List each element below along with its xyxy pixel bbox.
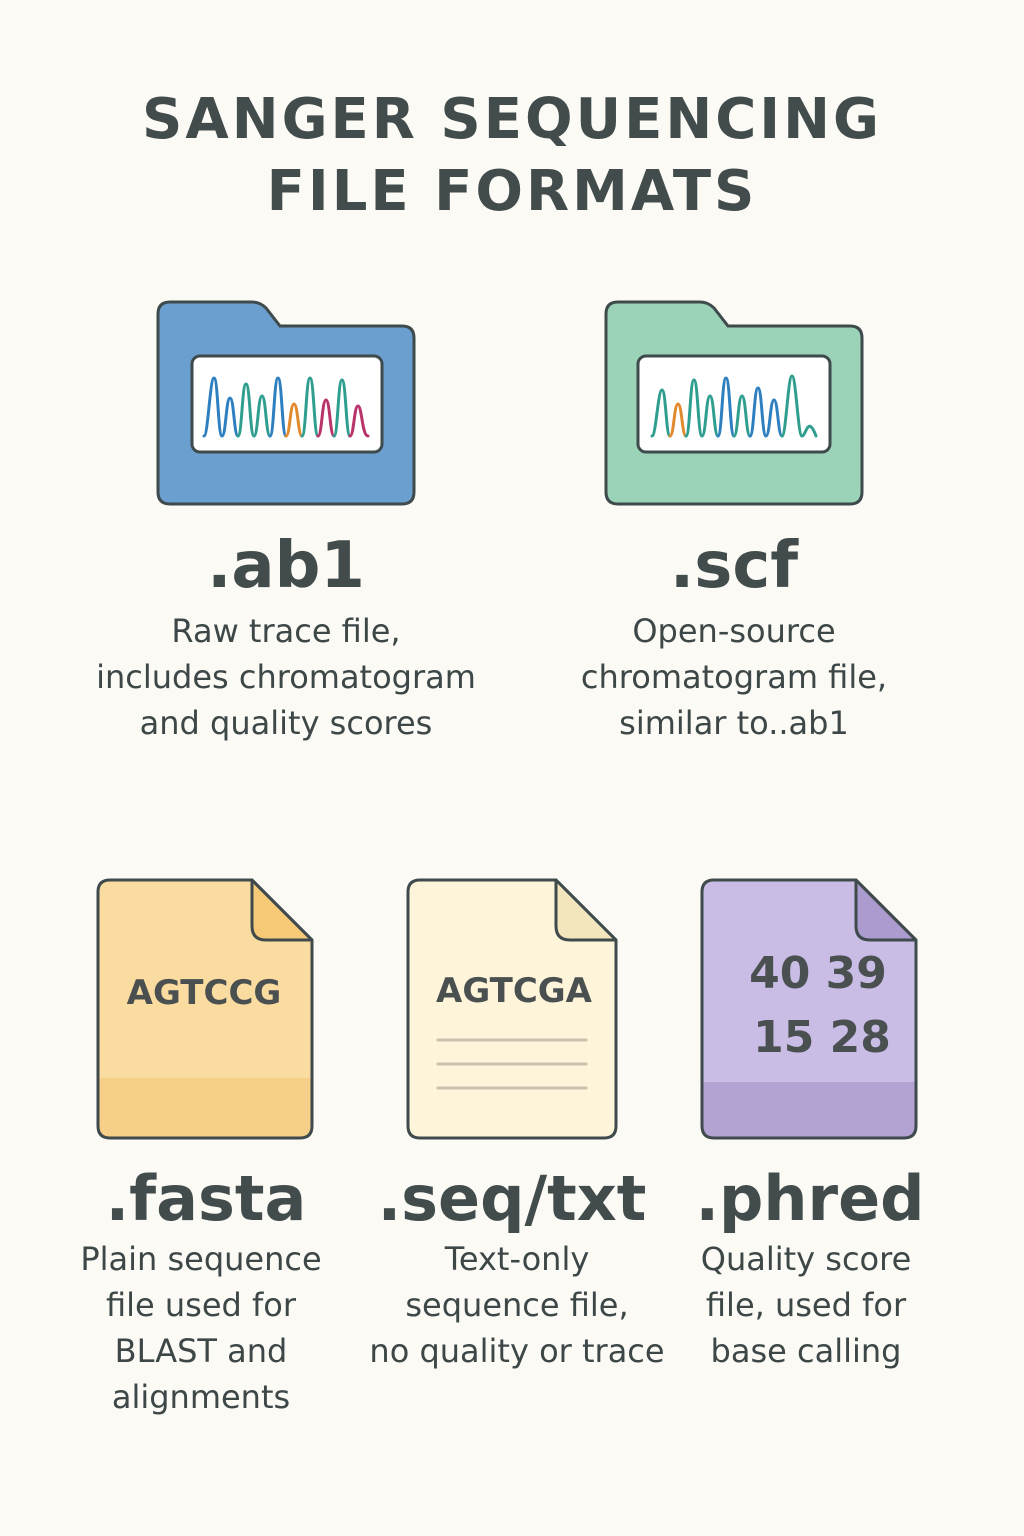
document-scores-icon: 40 39 15 28 (700, 878, 918, 1140)
format-ext-fasta: .fasta (105, 1162, 307, 1235)
format-desc-seq-txt: Text-only sequence file, no quality or t… (342, 1236, 692, 1374)
text-lines-icon (436, 1038, 588, 1090)
page-title: SANGER SEQUENCING FILE FORMATS (0, 84, 1024, 228)
desc-line: sequence file, (405, 1286, 629, 1324)
folder-chromatogram-icon (156, 300, 416, 506)
format-ext-scf: .scf (669, 529, 799, 603)
folder-chromatogram-icon (604, 300, 864, 506)
format-desc-ab1: Raw trace file, includes chromatogram an… (66, 608, 506, 746)
desc-line: alignments (111, 1378, 291, 1416)
sequence-text: AGTCCG (127, 973, 282, 1013)
score-row: 40 39 (749, 948, 887, 999)
desc-line: Plain sequence (80, 1240, 322, 1278)
desc-line: includes chromatogram (96, 658, 476, 696)
desc-line: Quality score (700, 1240, 912, 1278)
desc-line: chromatogram file, (580, 658, 888, 696)
desc-line: base calling (710, 1332, 902, 1370)
format-ext-ab1: .ab1 (207, 529, 365, 603)
format-desc-fasta: Plain sequence file used for BLAST and a… (26, 1236, 376, 1420)
title-line-2: FILE FORMATS (266, 159, 758, 224)
desc-line: and quality scores (139, 704, 433, 742)
desc-line: file used for (105, 1286, 297, 1324)
score-row: 15 28 (753, 1012, 891, 1063)
desc-line: file, used for (705, 1286, 907, 1324)
desc-line: similar to..ab1 (619, 704, 849, 742)
sequence-text: AGTCGA (436, 971, 593, 1011)
desc-line: Open-source (632, 612, 836, 650)
document-sequence-icon: AGTCCG (96, 878, 314, 1140)
title-line-1: SANGER SEQUENCING (142, 87, 882, 152)
desc-line: no quality or trace (369, 1332, 665, 1370)
format-desc-scf: Open-source chromatogram file, similar t… (514, 608, 954, 746)
format-ext-seq-txt: .seq/txt (377, 1162, 647, 1235)
desc-line: BLAST and (114, 1332, 288, 1370)
desc-line: Text-only (444, 1240, 590, 1278)
format-ext-phred: .phred (695, 1162, 925, 1235)
format-desc-phred: Quality score file, used for base callin… (646, 1236, 966, 1374)
desc-line: Raw trace file, (171, 612, 401, 650)
document-text-icon: AGTCGA (406, 878, 618, 1140)
